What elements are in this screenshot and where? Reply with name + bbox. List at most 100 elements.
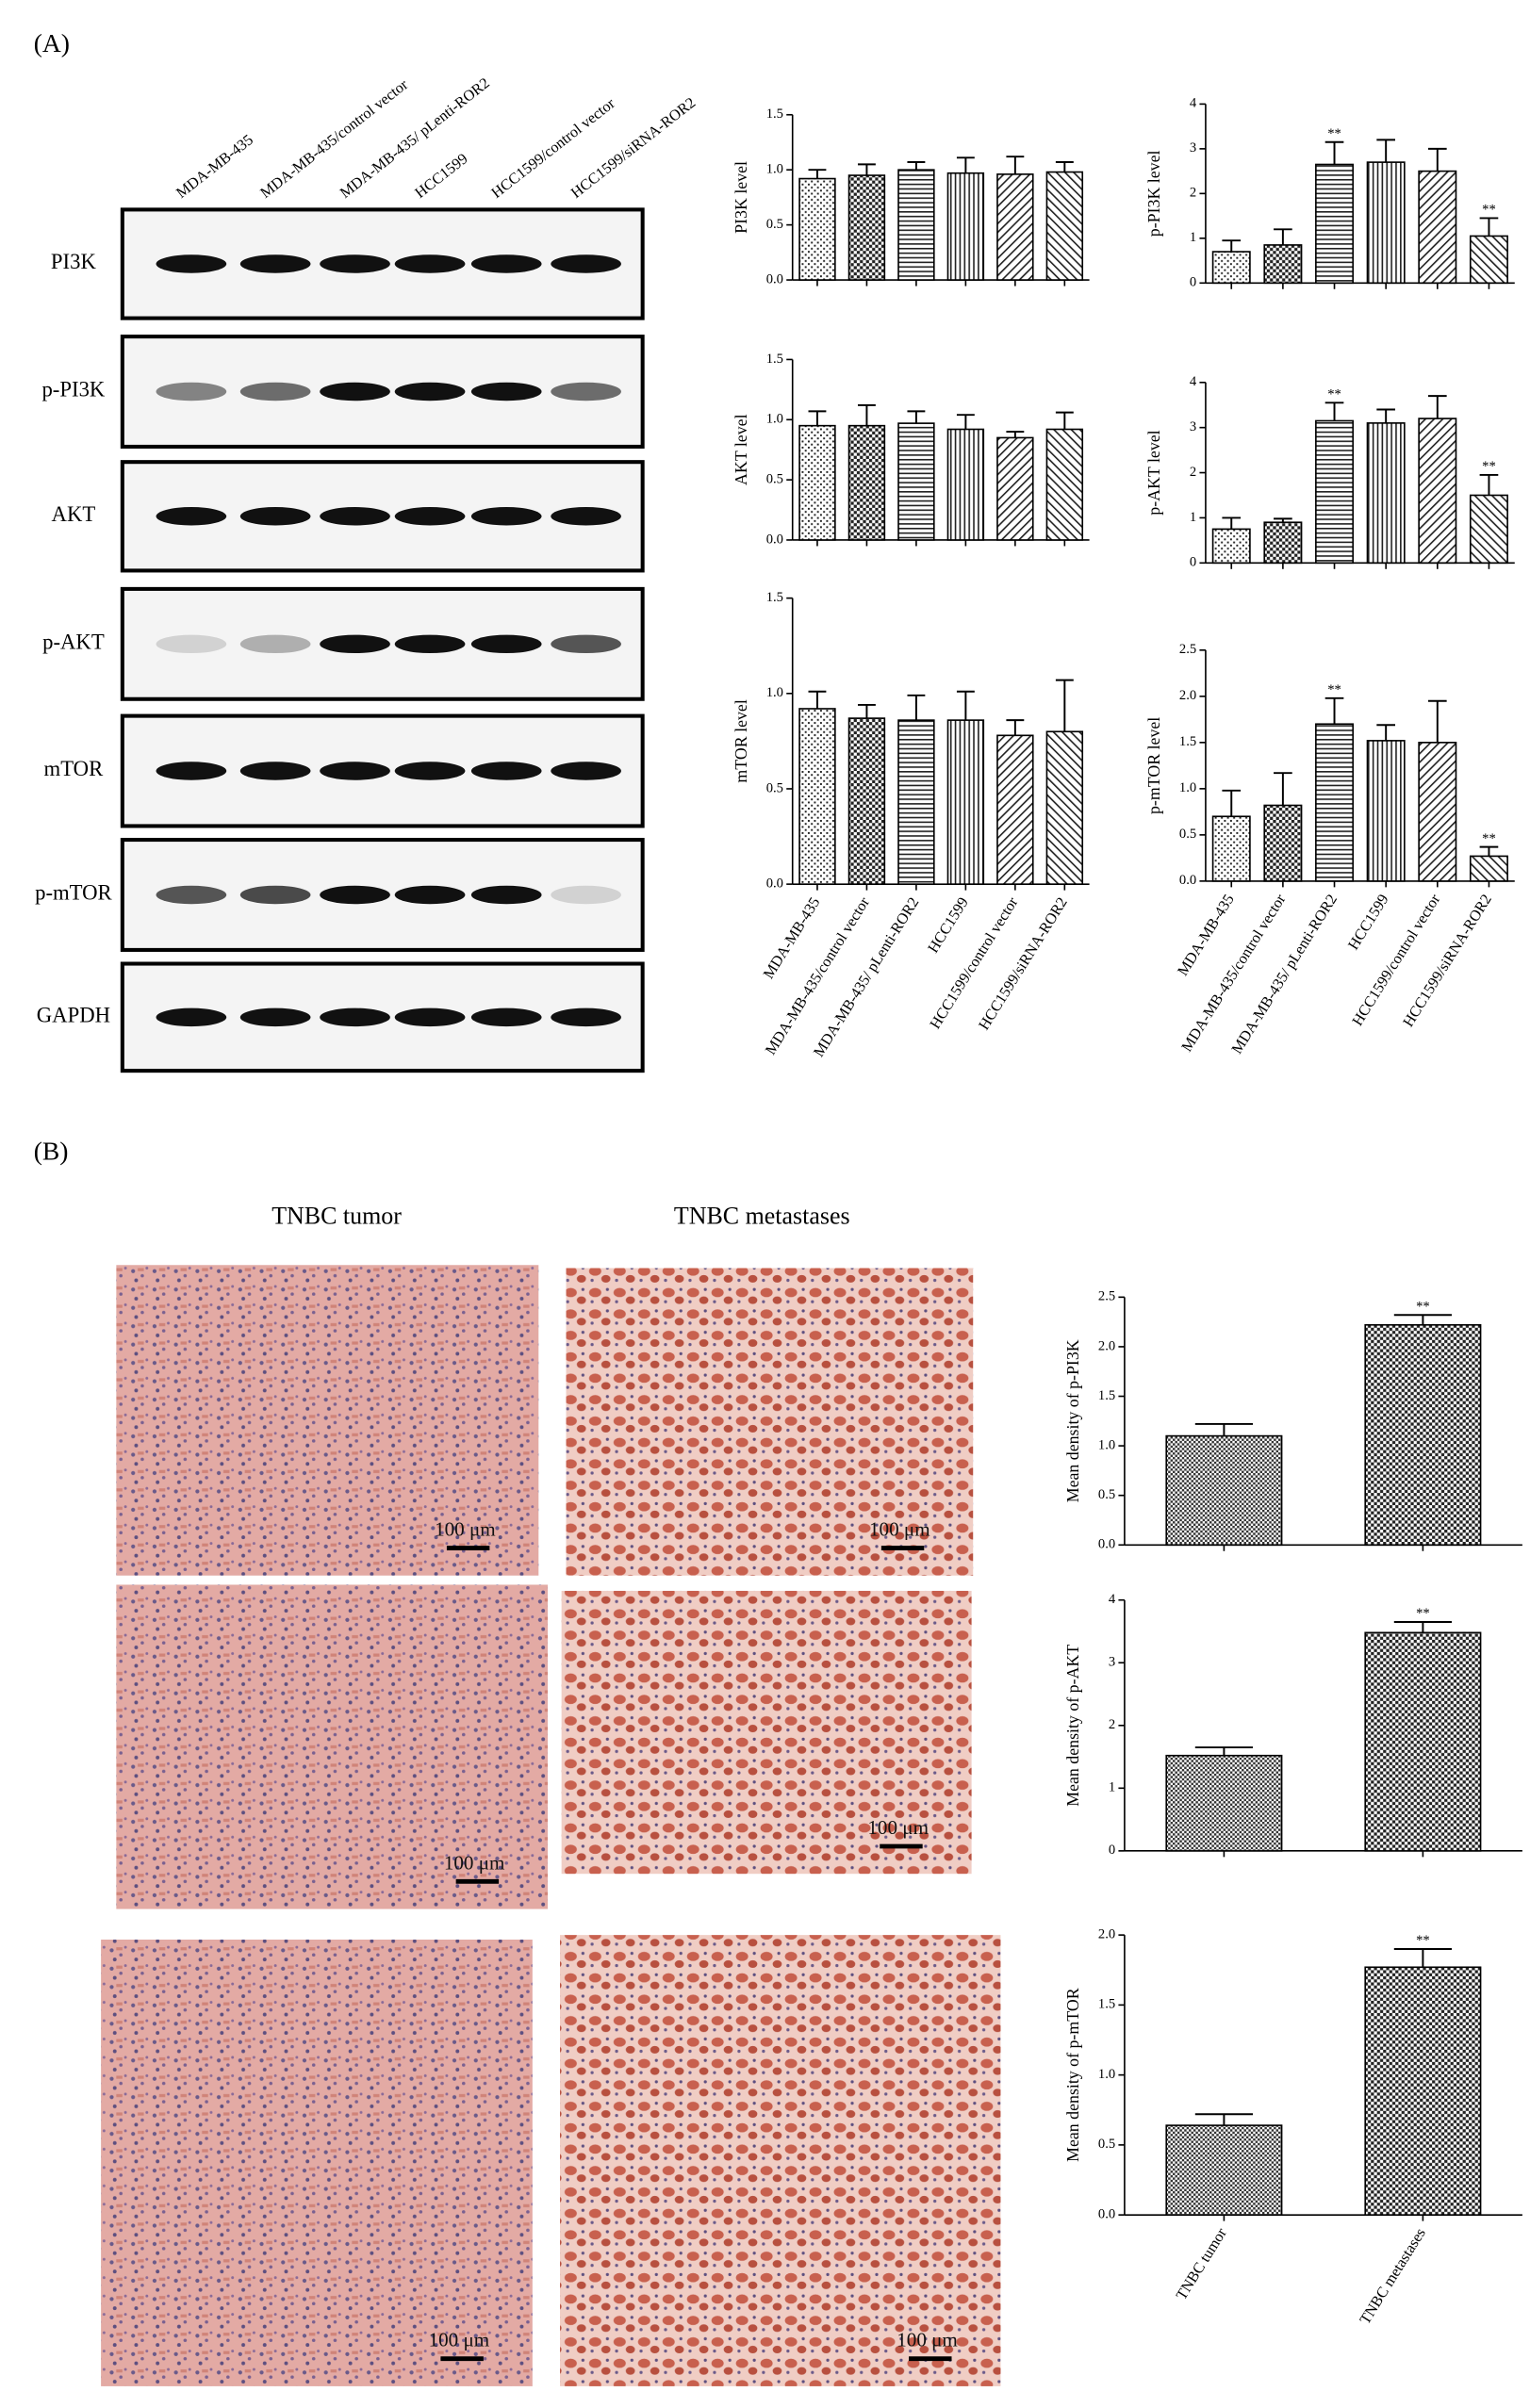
panel-label: (A) <box>34 28 70 57</box>
y-tick-label: 1.0 <box>1098 1437 1115 1452</box>
bar <box>1418 742 1457 882</box>
bar <box>1211 815 1251 882</box>
bar <box>897 169 935 281</box>
lane-label: MDA-MB-435/ pLenti-ROR2 <box>337 74 493 202</box>
significance-mark: ** <box>1327 682 1341 697</box>
error-bar <box>1376 408 1396 423</box>
error-bar <box>808 169 827 179</box>
y-tick-label: 1.5 <box>1098 1997 1115 2012</box>
y-tick-label: 1 <box>1190 230 1196 245</box>
bar <box>1418 418 1457 565</box>
bar <box>1165 1434 1283 1547</box>
blot-row-label: p-PI3K <box>41 378 105 401</box>
y-tick-label: 2.0 <box>1098 1926 1115 1941</box>
bar <box>847 424 886 541</box>
bar <box>996 436 1034 541</box>
histology-image <box>116 1265 539 1576</box>
blot-band <box>239 885 311 905</box>
error-bar <box>857 703 876 719</box>
blot-band <box>394 634 466 654</box>
error-bar <box>808 690 827 709</box>
blot-row-label: p-AKT <box>42 631 105 654</box>
scale-bar-label: 100 μm <box>869 1518 930 1541</box>
scale-bar-label: 100 μm <box>435 1518 496 1541</box>
error-bar <box>907 694 926 721</box>
error-bar <box>1055 679 1074 732</box>
blot-band <box>551 634 621 654</box>
bar <box>1366 161 1406 285</box>
y-tick-label: 0.5 <box>1179 827 1196 842</box>
blot-band <box>239 1007 311 1027</box>
x-tick-label: HCC1599/siRNA-ROR2 <box>976 894 1071 1033</box>
histology-image <box>101 1940 533 2386</box>
x-tick-label: HCC1599 <box>1345 892 1392 953</box>
error-bar <box>1324 696 1344 725</box>
bar <box>1211 528 1251 565</box>
lane-label: HCC1599 <box>412 150 471 202</box>
bar <box>1364 1631 1482 1852</box>
bar <box>1165 2124 1283 2216</box>
blot-band <box>394 507 466 526</box>
bar <box>847 717 886 885</box>
significance-mark: ** <box>1482 459 1496 474</box>
blot-band <box>394 762 466 780</box>
blot-band <box>156 254 227 273</box>
y-tick-label: 1 <box>1190 510 1196 525</box>
bar <box>1364 1966 1482 2216</box>
histology-image <box>560 1935 1001 2386</box>
blot-band <box>320 634 390 654</box>
y-tick-label: 4 <box>1190 374 1197 389</box>
bar <box>1315 419 1355 565</box>
y-tick-label: 2 <box>1190 186 1196 201</box>
y-axis-label: Mean density of p-PI3K <box>1063 1339 1082 1502</box>
blot-band <box>239 507 311 526</box>
error-bar <box>1376 139 1396 163</box>
significance-mark: ** <box>1327 126 1341 141</box>
error-bar <box>956 690 975 721</box>
bar <box>1364 1323 1482 1547</box>
blot-band <box>551 254 621 273</box>
blot-row-label: GAPDH <box>37 1004 110 1027</box>
error-bar <box>1324 140 1344 165</box>
bar <box>1366 422 1406 565</box>
error-bar <box>1055 411 1074 430</box>
bar <box>1045 171 1084 281</box>
bar <box>798 424 836 541</box>
bar <box>1263 521 1303 565</box>
blot-band <box>239 382 311 401</box>
blot-band <box>156 1007 227 1027</box>
error-bar <box>907 410 926 424</box>
blot-band <box>551 382 621 401</box>
bar <box>1165 1754 1283 1852</box>
blot-band <box>320 382 390 401</box>
y-tick-label: 2.0 <box>1179 688 1196 703</box>
y-tick-label: 0.0 <box>1098 1537 1115 1552</box>
error-bar <box>1006 719 1025 736</box>
error-bar <box>1427 147 1447 172</box>
bar <box>946 428 985 541</box>
bar <box>1469 235 1508 285</box>
y-tick-label: 0.0 <box>766 876 783 891</box>
x-tick-label: TNBC metastases <box>1357 2225 1429 2327</box>
blot-row-label: p-mTOR <box>35 881 112 905</box>
blot-band <box>470 254 542 273</box>
blot-band <box>470 382 542 401</box>
panel-label: (B) <box>34 1136 69 1165</box>
blot-band <box>394 885 466 905</box>
x-tick-label: HCC1599/control vector <box>927 893 1022 1031</box>
error-bar <box>1006 431 1025 438</box>
significance-mark: ** <box>1482 203 1496 218</box>
error-bar <box>857 403 876 426</box>
blot-band <box>156 382 227 401</box>
y-axis-label: Mean density of p-mTOR <box>1063 1988 1082 2162</box>
error-bar <box>1222 239 1242 253</box>
y-tick-label: 3 <box>1109 1655 1115 1670</box>
significance-mark: ** <box>1327 387 1341 402</box>
y-tick-label: 1 <box>1109 1780 1115 1795</box>
histology-image <box>116 1584 549 1909</box>
blot-band <box>470 1007 542 1027</box>
blot-band <box>239 762 311 780</box>
error-bar <box>956 156 975 173</box>
error-bar <box>1427 699 1447 743</box>
y-axis-label: AKT level <box>732 414 750 485</box>
